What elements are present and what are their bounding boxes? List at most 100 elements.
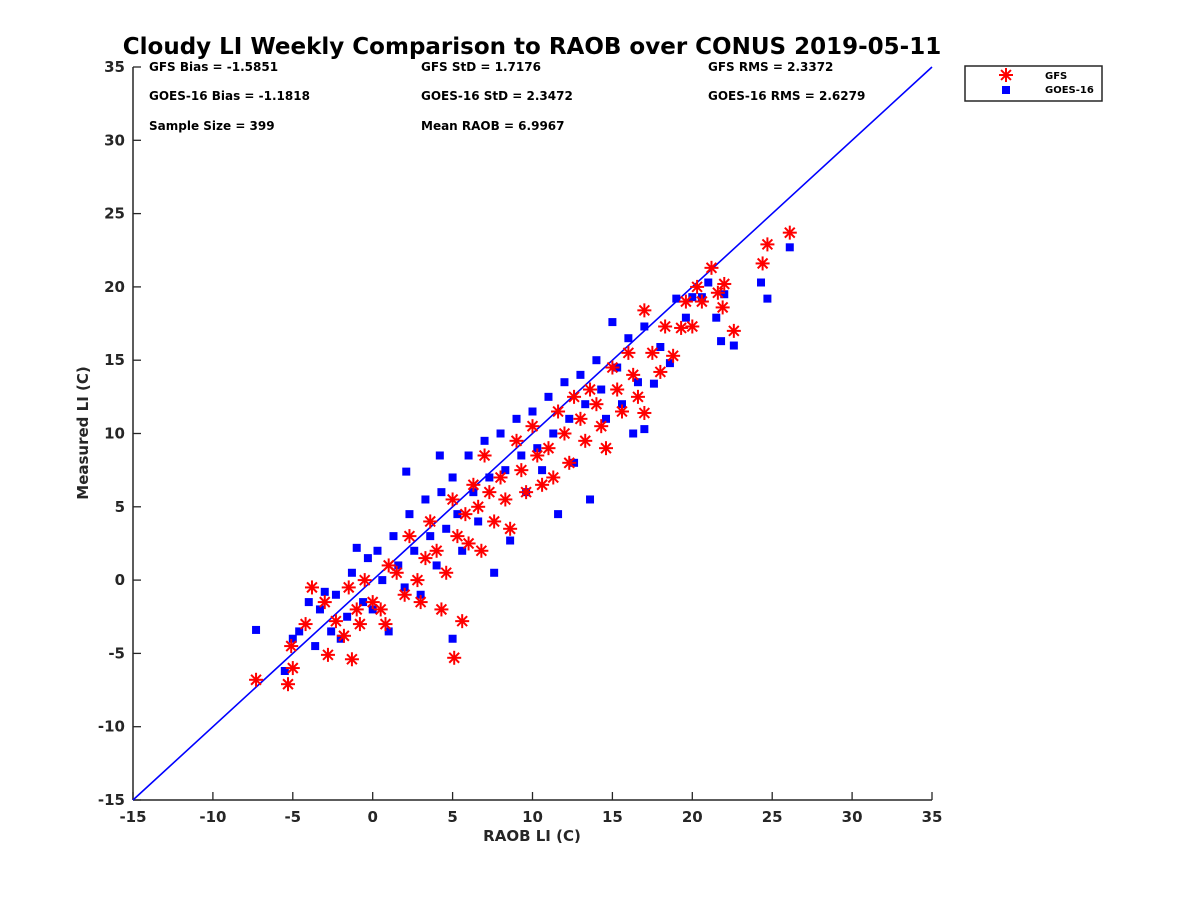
- gfs-point: [541, 441, 556, 456]
- goes-point: [565, 414, 574, 423]
- goes-point: [480, 436, 489, 445]
- goes-point: [496, 429, 505, 438]
- stat-gfs-std: GFS StD = 1.7176: [421, 60, 541, 74]
- gfs-point: [410, 573, 425, 588]
- goes-point: [538, 466, 547, 475]
- goes-point: [490, 568, 499, 577]
- gfs-point: [674, 320, 689, 335]
- gfs-point: [551, 404, 566, 419]
- gfs-point: [455, 614, 470, 629]
- goes-point: [704, 278, 713, 287]
- gfs-point: [320, 647, 335, 662]
- goes-point: [320, 587, 329, 596]
- goes-point: [717, 337, 726, 346]
- goes-point: [327, 627, 336, 636]
- gfs-point: [284, 639, 299, 654]
- goes-point: [624, 334, 633, 343]
- gfs-point: [578, 433, 593, 448]
- x-tick-label: 5: [447, 808, 457, 826]
- goes-point: [602, 414, 611, 423]
- one-to-one-line: [132, 66, 933, 801]
- goes-point: [640, 425, 649, 434]
- y-tick-label: 35: [104, 58, 125, 76]
- gfs-point: [447, 650, 462, 665]
- gfs-point: [519, 485, 534, 500]
- x-tick-label: 30: [842, 808, 863, 826]
- gfs-point: [373, 602, 388, 617]
- gfs-point: [546, 470, 561, 485]
- goes-point: [528, 407, 537, 416]
- goes-point: [373, 546, 382, 555]
- legend-box: [964, 65, 1103, 102]
- y-tick-label: 0: [115, 571, 125, 589]
- gfs-point: [755, 256, 770, 271]
- gfs-point: [341, 580, 356, 595]
- goes-point: [592, 356, 601, 365]
- gfs-point: [344, 652, 359, 667]
- goes-point: [252, 625, 261, 634]
- gfs-point: [782, 225, 797, 240]
- goes-point: [665, 359, 674, 368]
- goes-point: [512, 414, 521, 423]
- chart-title: Cloudy LI Weekly Comparison to RAOB over…: [123, 34, 941, 60]
- legend-goes-symbol: [1002, 86, 1010, 94]
- goes-point: [347, 568, 356, 577]
- gfs-point: [760, 237, 775, 252]
- plot-area: -15 -10 -5 0 5 10 15 20 25 30 35 -15 -10 -5 0 5 10 15 20 25…: [98, 58, 943, 826]
- goes-point: [656, 343, 665, 352]
- gfs-point: [445, 492, 460, 507]
- gfs-point: [352, 617, 367, 632]
- legend: GFS GOES-16: [964, 65, 1103, 102]
- goes-point: [311, 642, 320, 651]
- goes-point: [426, 532, 435, 541]
- goes-point: [586, 495, 595, 504]
- x-tick-label: 10: [522, 808, 543, 826]
- stat-gfs-rms: GFS RMS = 2.3372: [708, 60, 833, 74]
- gfs-point: [429, 543, 444, 558]
- gfs-point: [450, 529, 465, 544]
- gfs-point: [653, 364, 668, 379]
- gfs-point: [423, 514, 438, 529]
- gfs-point: [458, 507, 473, 522]
- goes-point: [554, 510, 563, 519]
- stat-sample-size: Sample Size = 399: [149, 119, 275, 133]
- goes-point: [672, 294, 681, 303]
- y-tick-label: -5: [108, 644, 125, 662]
- gfs-point: [471, 499, 486, 514]
- goes-point: [608, 318, 617, 327]
- gfs-point: [626, 367, 641, 382]
- goes-point: [402, 467, 411, 476]
- goes-point: [421, 495, 430, 504]
- gfs-point: [317, 595, 332, 610]
- gfs-point: [298, 617, 313, 632]
- goes-point: [410, 546, 419, 555]
- goes-point: [544, 392, 553, 401]
- goes-point: [400, 583, 409, 592]
- gfs-point: [715, 300, 730, 315]
- goes-point: [288, 634, 297, 643]
- goes-point: [464, 451, 473, 460]
- gfs-point: [357, 573, 372, 588]
- x-tick-label: -15: [119, 808, 146, 826]
- goes-point: [304, 598, 313, 607]
- legend-label-gfs: GFS: [1045, 71, 1067, 82]
- y-tick-label: 15: [104, 351, 125, 369]
- y-tick-label: 30: [104, 131, 125, 149]
- legend-label-goes: GOES-16: [1045, 85, 1094, 96]
- goes-point: [640, 322, 649, 331]
- stat-goes-bias: GOES-16 Bias = -1.1818: [149, 89, 310, 103]
- gfs-point: [439, 565, 454, 580]
- goes-point: [485, 473, 494, 482]
- goes-point: [405, 510, 414, 519]
- goes-point: [506, 536, 515, 545]
- goes-point: [389, 532, 398, 541]
- legend-marker-goes: [1002, 86, 1010, 94]
- gfs-point: [509, 433, 524, 448]
- goes-point: [352, 543, 361, 552]
- goes-point: [649, 379, 658, 388]
- gfs-point: [594, 419, 609, 434]
- gfs-point: [304, 580, 319, 595]
- goes-point: [331, 590, 340, 599]
- legend-gfs-symbol: [999, 68, 1013, 82]
- y-tick-label: 20: [104, 278, 125, 296]
